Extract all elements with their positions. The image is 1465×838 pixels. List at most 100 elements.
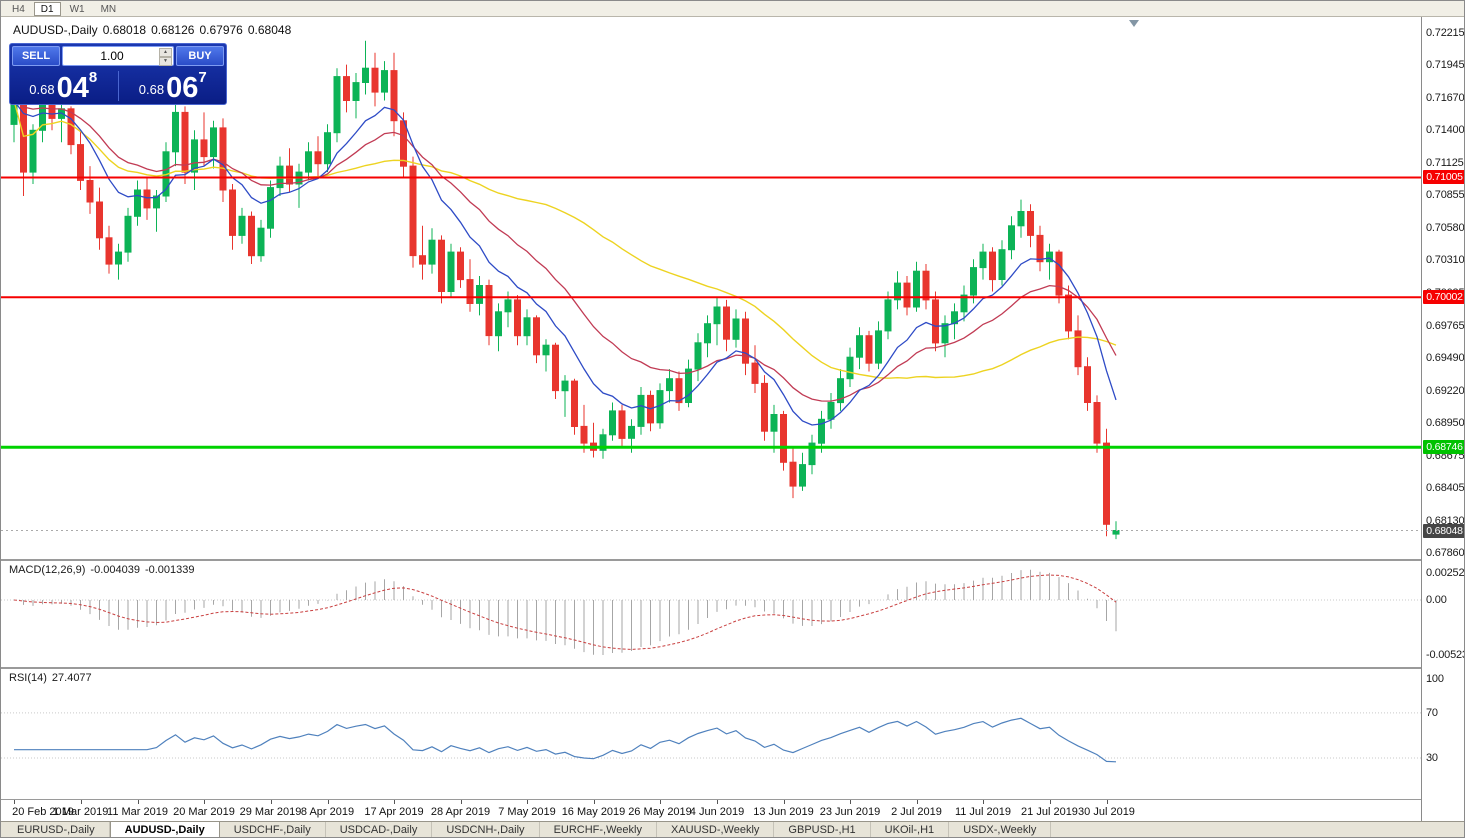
date-axis-label: 23 Jun 2019: [819, 806, 881, 818]
bid-price-display[interactable]: 0.68 04 8: [12, 68, 115, 104]
chart-tab[interactable]: EURUSD-,Daily: [3, 822, 110, 837]
ask-prefix: 0.68: [138, 82, 165, 97]
spinner-up-icon[interactable]: ▲: [159, 48, 172, 57]
chart-shift-marker-icon[interactable]: [1129, 20, 1139, 27]
chart-tabs-bar: EURUSD-,Daily AUDUSD-,Daily USDCHF-,Daily U…: [1, 821, 1464, 837]
price-axis-label: 0.70855: [1426, 189, 1465, 202]
date-tick: [204, 800, 205, 804]
low-value: 0.67976: [199, 23, 243, 37]
price-axis-label: 0.69490: [1426, 352, 1465, 365]
date-axis-label: 20 Feb 2019: [12, 806, 74, 818]
chart-tab[interactable]: USDCAD-,Daily: [326, 822, 433, 837]
open-value: 0.68018: [102, 23, 147, 37]
date-tick: [593, 800, 595, 804]
main-price-chart[interactable]: [1, 17, 1421, 559]
chart-tab[interactable]: UKOil-,H1: [871, 822, 950, 837]
trade-controls-row: SELL 1.00 ▲ ▼ BUY: [12, 46, 224, 66]
date-axis-label: 30 Jul 2019: [1078, 806, 1135, 818]
rsi-value: 27.4077: [51, 672, 92, 684]
date-tick: [327, 800, 329, 804]
rsi-axis-label: 30: [1426, 752, 1438, 765]
price-tag: 0.70002: [1423, 290, 1464, 305]
macd-main-value: -0.004039: [90, 564, 140, 576]
date-axis-label: 28 Apr 2019: [430, 806, 491, 818]
bid-prefix: 0.68: [29, 82, 55, 97]
panel-separator[interactable]: [1, 559, 1464, 561]
macd-indicator-chart[interactable]: [1, 561, 1421, 667]
price-axis-label: 0.71670: [1426, 92, 1465, 105]
date-axis: 20 Feb 2019 1 Mar 2019 11 Mar 2019 20 Mar 2…: [1, 799, 1421, 821]
period-button-mn[interactable]: MN: [100, 3, 117, 15]
price-axis-label: 0.71945: [1426, 59, 1465, 72]
volume-field[interactable]: 1.00 ▲ ▼: [62, 46, 174, 66]
sell-button[interactable]: SELL: [12, 46, 60, 66]
date-tick: [916, 800, 918, 804]
rsi-indicator-chart[interactable]: [1, 669, 1421, 799]
one-click-trading-panel: SELL 1.00 ▲ ▼ BUY 0.68 04 8 0.68 06 7: [9, 43, 227, 105]
date-tick: [1106, 800, 1108, 804]
ma-slow-line: [13, 100, 1117, 379]
rsi-line: [14, 717, 1117, 763]
chart-tab[interactable]: USDX-,Weekly: [949, 822, 1052, 837]
chart-tab[interactable]: USDCNH-,Daily: [432, 822, 540, 837]
date-axis-label: 8 Apr 2019: [300, 806, 355, 818]
date-axis-label: 29 Mar 2019: [239, 806, 302, 818]
bid-pip-digit: 8: [88, 69, 98, 86]
date-axis-label: 20 Mar 2019: [173, 806, 235, 818]
price-tag: 0.68746: [1423, 440, 1464, 455]
period-buttons: H4 D1 W1 MN: [5, 1, 123, 16]
date-axis-label: 2 Jul 2019: [891, 806, 942, 818]
bid-ask-row: 0.68 04 8 0.68 06 7: [12, 68, 224, 104]
price-axis-label: 0.67860: [1426, 546, 1465, 559]
volume-spinner[interactable]: ▲ ▼: [159, 48, 172, 66]
period-button-d1[interactable]: D1: [33, 1, 61, 16]
date-tick: [527, 800, 528, 804]
price-tag: 0.68048: [1423, 523, 1464, 538]
price-axis-label: 0.70310: [1426, 254, 1465, 267]
chart-tab[interactable]: XAUUSD-,Weekly: [657, 822, 775, 837]
rsi-name: RSI(14): [9, 672, 47, 684]
chart-tab[interactable]: EURCHF-,Weekly: [540, 822, 657, 837]
price-axis-label: 0.69765: [1426, 319, 1465, 332]
spinner-down-icon[interactable]: ▼: [159, 57, 172, 66]
bid-ask-divider: [117, 71, 119, 101]
chart-tab[interactable]: GBPUSD-,H1: [774, 822, 871, 837]
date-axis-label: 26 May 2019: [628, 806, 692, 818]
chart-tab[interactable]: AUDUSD-,Daily: [109, 822, 220, 837]
ma-mid-line: [13, 99, 1117, 402]
buy-button[interactable]: BUY: [176, 46, 224, 66]
chart-tab[interactable]: USDCHF-,Daily: [220, 822, 326, 837]
price-axis-label: 0.68405: [1426, 481, 1465, 494]
ask-big-digits: 06: [166, 72, 199, 104]
ask-price-display[interactable]: 0.68 06 7: [122, 68, 225, 104]
date-axis-label: 13 Jun 2019: [753, 806, 814, 818]
date-tick: [783, 800, 785, 804]
high-value: 0.68126: [151, 23, 195, 37]
macd-label: MACD(12,26,9) -0.004039 -0.001339: [9, 564, 200, 576]
macd-signal-line: [13, 574, 1117, 650]
volume-value[interactable]: 1.00: [100, 49, 124, 63]
period-button-w1[interactable]: W1: [69, 3, 85, 15]
period-button-h4[interactable]: H4: [12, 3, 25, 15]
date-axis-label: 17 Apr 2019: [364, 806, 424, 818]
date-tick: [80, 800, 82, 804]
date-axis-label: 16 May 2019: [561, 806, 626, 818]
date-tick: [460, 800, 462, 804]
price-axis-label: 0.71400: [1426, 124, 1465, 137]
date-tick: [717, 800, 718, 804]
price-axis-label: 0.72215: [1426, 27, 1465, 39]
symbol-period-label: AUDUSD-,Daily: [13, 23, 98, 37]
panel-separator[interactable]: [1, 667, 1464, 669]
chart-title: AUDUSD-,Daily 0.68018 0.68126 0.67976 0.6804…: [13, 23, 296, 37]
date-tick: [137, 800, 139, 804]
candlestick-series: [10, 40, 1120, 540]
date-axis-label: 4 Jun 2019: [689, 806, 745, 818]
date-tick: [270, 800, 272, 804]
date-tick: [1049, 800, 1051, 804]
price-axis: 0.72215 0.71945 0.71670 0.71400 0.71125 0.708…: [1421, 17, 1465, 821]
date-tick: [394, 800, 395, 804]
rsi-axis-label: 100: [1426, 673, 1444, 685]
rsi-label: RSI(14) 27.4077: [9, 672, 97, 684]
date-axis-label: 11 Jul 2019: [954, 806, 1012, 818]
